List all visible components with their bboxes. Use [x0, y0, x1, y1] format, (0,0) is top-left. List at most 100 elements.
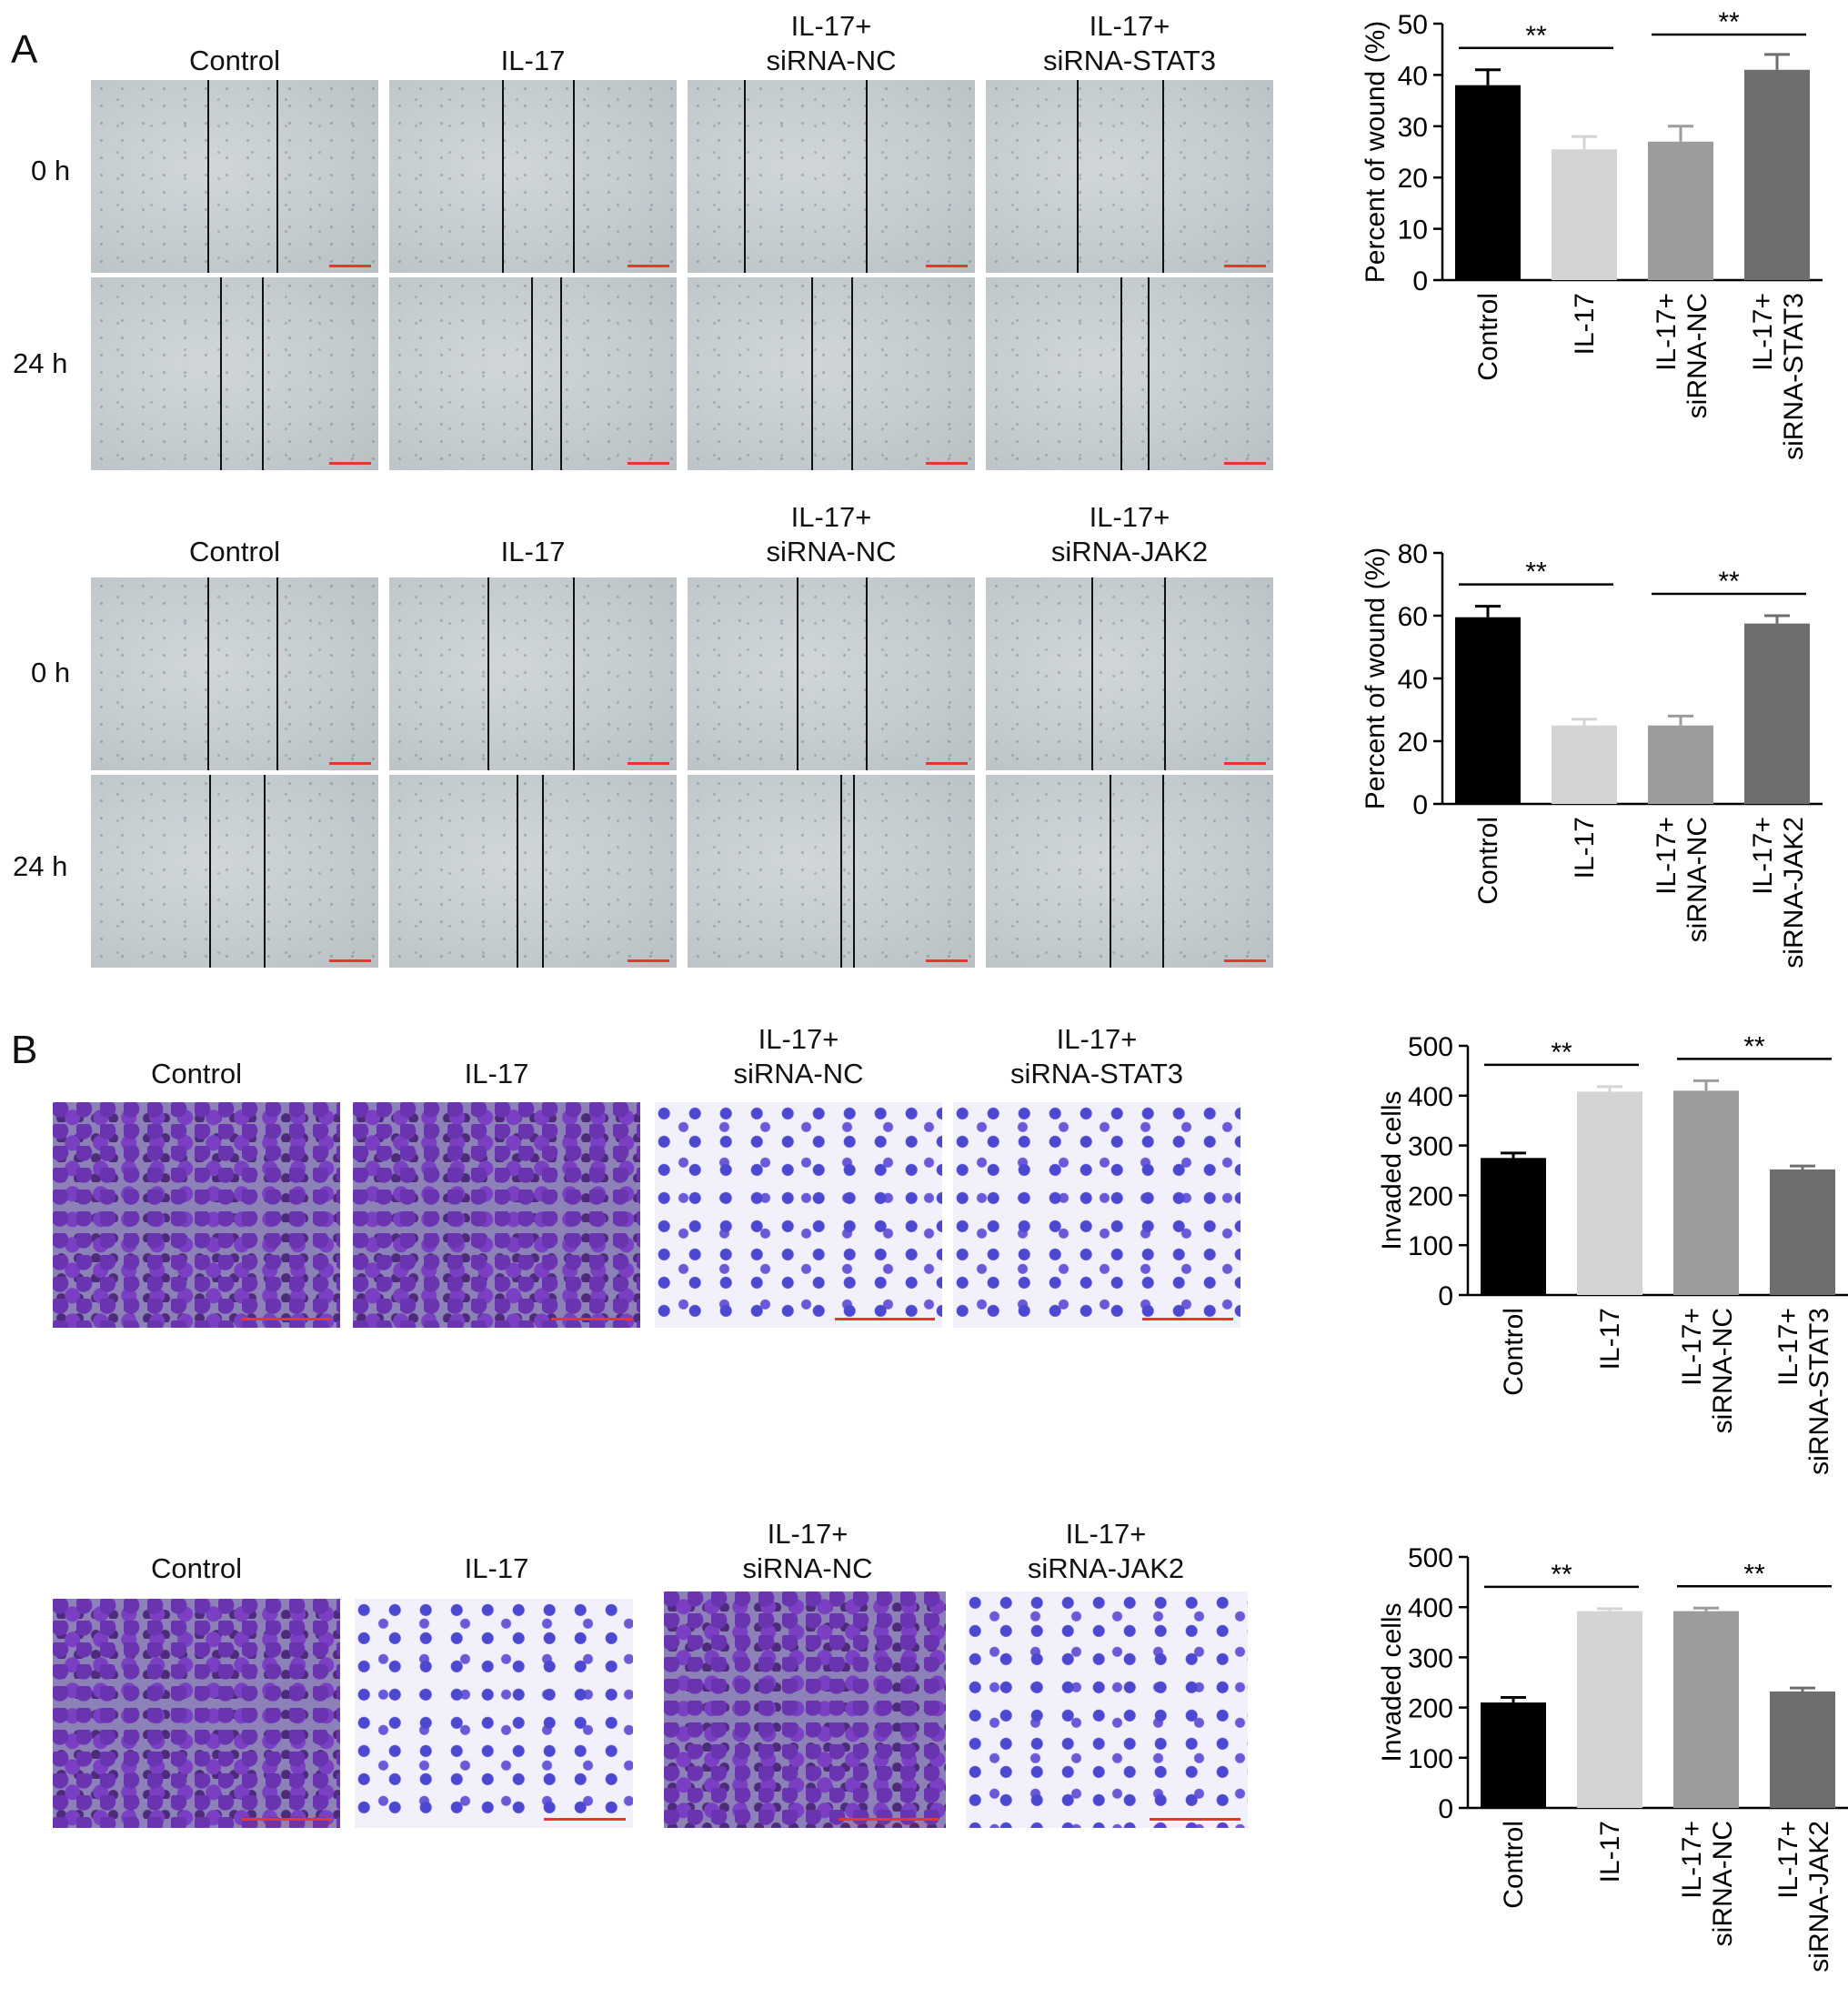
significance-label: **	[1743, 1031, 1765, 1061]
x-tick-label: Control	[1473, 817, 1503, 905]
column-label: IL-17+ siRNA-STAT3	[1042, 10, 1217, 76]
y-tick-label: 300	[1408, 1132, 1453, 1162]
invasion-image-il17-sirna-nc	[655, 1102, 942, 1328]
x-tick-label: IL-17	[1570, 817, 1600, 878]
wound-image-il17-sirna-nc-0h	[688, 80, 975, 273]
x-tick-label: IL-17+siRNA-JAK2	[1773, 1821, 1834, 1973]
wound-image-il17-sirna-jak2-24h	[986, 775, 1273, 968]
y-tick-label: 20	[1398, 164, 1428, 194]
y-tick-label: 80	[1398, 539, 1428, 569]
y-tick-label: 0	[1412, 266, 1428, 296]
invasion-image-il17-sirna-nc	[664, 1591, 946, 1828]
invasion-image-il17-sirna-stat3	[953, 1102, 1240, 1328]
y-tick-label: 10	[1398, 216, 1428, 246]
y-tick-label: 500	[1408, 1032, 1453, 1062]
x-tick-label: IL-17+siRNA-STAT3	[1748, 293, 1809, 460]
wound-image-control-24h	[91, 277, 378, 470]
bar	[1455, 85, 1521, 281]
bar	[1744, 69, 1810, 280]
wound-image-il17-sirna-stat3-0h	[986, 80, 1273, 273]
column-label: IL-17+ siRNA-JAK2	[1050, 501, 1209, 567]
y-axis-label: Invaded cells	[1377, 1602, 1407, 1762]
column-label: IL-17	[500, 45, 566, 76]
row-label-0h: 0 h	[31, 155, 71, 186]
y-tick-label: 20	[1398, 728, 1428, 758]
x-tick-label: Control	[1499, 1821, 1529, 1909]
column-label: IL-17+ siRNA-NC	[733, 1023, 864, 1089]
y-tick-label: 400	[1408, 1082, 1453, 1112]
significance-label: **	[1743, 1559, 1765, 1589]
bar	[1577, 1091, 1642, 1295]
bar	[1455, 617, 1521, 804]
x-tick-label: IL-17+siRNA-NC	[1652, 293, 1712, 418]
bar	[1577, 1611, 1642, 1808]
y-tick-label: 40	[1398, 665, 1428, 695]
wound-image-control-0h	[91, 577, 378, 770]
x-tick-label: IL-17+siRNA-NC	[1677, 1308, 1738, 1433]
invasion-image-control	[53, 1599, 340, 1828]
y-tick-label: 0	[1412, 790, 1428, 820]
wound-image-il17-sirna-nc-24h	[688, 277, 975, 470]
column-label: IL-17+ siRNA-NC	[766, 501, 897, 567]
significance-label: **	[1718, 567, 1740, 597]
wound-image-il17-24h	[389, 775, 677, 968]
y-tick-label: 400	[1408, 1593, 1453, 1623]
significance-label: **	[1525, 557, 1547, 587]
bar	[1481, 1158, 1546, 1295]
column-label: IL-17	[500, 536, 566, 567]
bar	[1552, 725, 1617, 804]
y-tick-label: 200	[1408, 1181, 1453, 1211]
significance-label: **	[1718, 7, 1740, 37]
bar	[1552, 149, 1617, 280]
wound-image-il17-sirna-jak2-0h	[986, 577, 1273, 770]
y-tick-label: 30	[1398, 113, 1428, 143]
wound-image-control-0h	[91, 80, 378, 273]
column-label: Control	[151, 1552, 242, 1584]
wound-image-il17-sirna-nc-24h	[688, 775, 975, 968]
wound-image-il17-sirna-nc-0h	[688, 577, 975, 770]
wound-image-il17-0h	[389, 577, 677, 770]
significance-label: **	[1551, 1560, 1572, 1590]
y-tick-label: 300	[1408, 1643, 1453, 1673]
y-tick-label: 100	[1408, 1231, 1453, 1261]
x-tick-label: Control	[1473, 293, 1503, 381]
row-label-24h: 24 h	[13, 347, 68, 379]
bar	[1770, 1169, 1835, 1295]
y-tick-label: 0	[1438, 1794, 1453, 1824]
bar	[1673, 1611, 1739, 1808]
x-tick-label: IL-17+siRNA-NC	[1677, 1821, 1738, 1946]
invasion-image-control	[53, 1102, 340, 1328]
panel-letter-b: B	[11, 1028, 38, 1072]
column-label: IL-17+ siRNA-JAK2	[1027, 1518, 1185, 1584]
invasion-image-il17	[355, 1599, 633, 1828]
column-label: IL-17+ siRNA-NC	[742, 1518, 873, 1584]
bar	[1673, 1090, 1739, 1295]
row-label-0h: 0 h	[31, 657, 71, 688]
y-tick-label: 50	[1398, 10, 1428, 40]
wound-image-il17-24h	[389, 277, 677, 470]
invasion-image-il17-sirna-jak2	[966, 1591, 1248, 1828]
significance-label: **	[1551, 1038, 1572, 1068]
y-tick-label: 100	[1408, 1744, 1453, 1774]
x-tick-label: IL-17+siRNA-STAT3	[1773, 1308, 1834, 1475]
column-label: IL-17+ siRNA-STAT3	[1009, 1023, 1184, 1089]
x-tick-label: Control	[1499, 1308, 1529, 1396]
wound-image-il17-sirna-stat3-24h	[986, 277, 1273, 470]
bar	[1481, 1702, 1546, 1808]
x-tick-label: IL-17+siRNA-NC	[1652, 817, 1712, 942]
x-tick-label: IL-17	[1595, 1821, 1625, 1882]
significance-label: **	[1525, 21, 1547, 51]
column-label: IL-17	[464, 1552, 529, 1584]
column-label: IL-17	[464, 1058, 529, 1089]
invasion-image-il17	[353, 1102, 640, 1328]
y-axis-label: Percent of wound (%)	[1361, 547, 1391, 809]
x-tick-label: IL-17	[1595, 1308, 1625, 1370]
wound-image-control-24h	[91, 775, 378, 968]
y-tick-label: 200	[1408, 1694, 1453, 1724]
y-axis-label: Invaded cells	[1377, 1090, 1407, 1250]
row-label-24h: 24 h	[13, 850, 68, 882]
